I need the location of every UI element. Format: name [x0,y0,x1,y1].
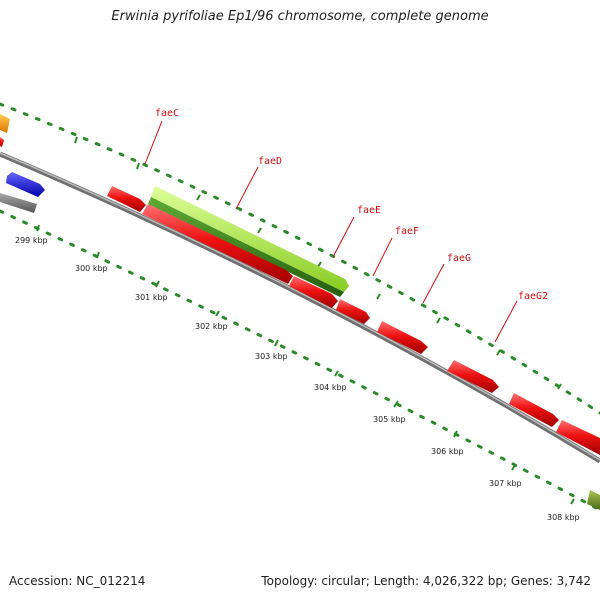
gene-green-dark-faeD[interactable] [148,197,344,297]
gene-red-faeC[interactable] [107,186,146,212]
kbp-label: 308 kbp [547,513,580,522]
gene-red-9[interactable] [556,420,600,455]
gene-olive[interactable] [587,490,600,510]
map-title: Erwinia pyrifoliae Ep1/96 chromosome, co… [111,9,489,24]
gene-labels: faeC faeD faeE faeF faeG faeG2 [155,108,548,302]
gene-red-faeF[interactable] [336,299,370,324]
kbp-labels: 299 kbp 300 kbp 301 kbp 302 kbp 303 kbp … [15,236,580,522]
gene-red-8[interactable] [509,393,559,427]
genome-summary-label: Topology: circular; Length: 4,026,322 bp… [261,574,591,588]
gene-label-faeG: faeG [447,253,471,264]
kbp-label: 307 kbp [489,479,522,488]
gene-blue[interactable] [6,172,45,197]
chromosome-backbone [0,151,600,464]
kbp-label: 304 kbp [314,383,347,392]
gene-orange[interactable] [0,114,10,133]
kbp-label: 303 kbp [255,352,288,361]
outer-tick-ring [0,102,600,415]
kbp-label: 301 kbp [135,293,168,302]
gene-red-faeG[interactable] [377,321,428,354]
gene-label-faeC: faeC [155,108,179,119]
gene-label-faeF: faeF [395,226,419,237]
gene-gray[interactable] [0,193,37,213]
gene-red-faeG2[interactable] [447,360,499,393]
gene-green-light-faeD[interactable] [151,186,349,292]
kbp-label: 300 kbp [75,264,108,273]
gene-red-edge[interactable] [0,137,4,147]
kbp-label: 305 kbp [373,415,406,424]
gene-leader-lines [144,120,518,343]
kbp-label: 306 kbp [431,447,464,456]
inner-major-ticks [36,224,575,505]
gene-red-long[interactable] [142,204,293,284]
gene-label-faeG2: faeG2 [518,291,548,302]
accession-label: Accession: NC_012214 [9,574,146,588]
kbp-label: 299 kbp [15,236,48,245]
inner-tick-ring [0,209,600,512]
gene-label-faeD: faeD [258,156,282,167]
gene-red-faeE[interactable] [289,276,338,308]
gene-label-faeE: faeE [357,205,381,216]
outer-major-ticks [74,136,562,390]
kbp-label: 302 kbp [195,322,228,331]
